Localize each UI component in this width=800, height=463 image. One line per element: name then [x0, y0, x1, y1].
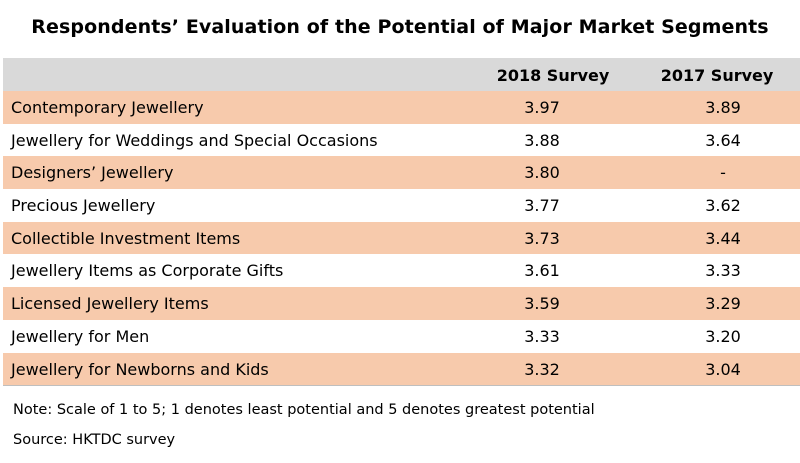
table-row: Jewellery for Weddings and Special Occas… [3, 124, 800, 157]
header-2017: 2017 Survey [660, 66, 774, 85]
table-note: Note: Scale of 1 to 5; 1 denotes least p… [13, 402, 595, 418]
value-2017: 3.62 [705, 196, 741, 216]
segment-label: Licensed Jewellery Items [11, 294, 209, 314]
value-2018: 3.61 [524, 261, 560, 281]
table-row: Jewellery Items as Corporate Gifts 3.61 3.… [3, 254, 800, 287]
segment-label: Precious Jewellery [11, 196, 156, 216]
table-body: Contemporary Jewellery 3.97 3.89 Jewellery … [3, 91, 800, 386]
segment-label: Contemporary Jewellery [11, 98, 204, 117]
value-2017: 3.20 [705, 326, 741, 346]
data-table: 2018 Survey 2017 Survey Contemporary Jew… [3, 58, 800, 387]
header-2018: 2018 Survey [496, 66, 610, 85]
value-2018: 3.33 [524, 326, 560, 346]
value-2017: 3.64 [705, 130, 741, 150]
table-row: Designers’ Jewellery 3.80 - [3, 156, 800, 190]
value-2017: 3.33 [705, 261, 741, 281]
value-2018: 3.73 [524, 228, 560, 248]
table-row: Collectible Investment Items 3.73 3.44 [3, 221, 800, 255]
segment-label: Collectible Investment Items [11, 228, 241, 248]
value-2018: 3.77 [524, 196, 560, 216]
value-2018: 3.80 [524, 163, 560, 183]
value-2018: 3.32 [524, 359, 560, 379]
value-2017: 3.29 [705, 294, 741, 314]
value-2017: 3.89 [705, 98, 741, 117]
value-2017: 3.04 [705, 359, 741, 379]
table-row: Jewellery for Men 3.33 3.20 [3, 320, 800, 353]
value-2017: - [720, 163, 726, 183]
segment-label: Jewellery Items as Corporate Gifts [11, 261, 284, 281]
table-row: Precious Jewellery 3.77 3.62 [3, 189, 800, 222]
table-bottom-rule [3, 385, 800, 387]
segment-label: Jewellery for Men [11, 326, 150, 346]
value-2018: 3.97 [524, 98, 560, 117]
segment-label: Jewellery for Weddings and Special Occas… [11, 130, 378, 150]
table-row: Jewellery for Newborns and Kids 3.32 3.04 [3, 352, 800, 386]
value-2018: 3.59 [524, 294, 560, 314]
table-source: Source: HKTDC survey [13, 432, 176, 448]
segment-label: Designers’ Jewellery [11, 163, 174, 183]
table-header: 2018 Survey 2017 Survey [3, 58, 800, 91]
value-2018: 3.88 [524, 130, 560, 150]
table-row: Contemporary Jewellery 3.97 3.89 [3, 91, 800, 124]
segment-label: Jewellery for Newborns and Kids [11, 359, 269, 379]
table-row: Licensed Jewellery Items 3.59 3.29 [3, 287, 800, 320]
value-2017: 3.44 [705, 228, 741, 248]
chart-title: Respondents’ Evaluation of the Potential… [31, 16, 769, 38]
